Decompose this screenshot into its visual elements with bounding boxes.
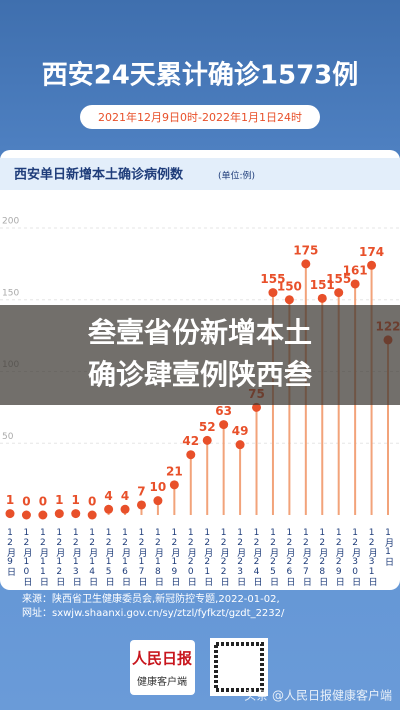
x-tick-label: 12月13日 xyxy=(71,528,82,586)
x-tick-label: 12月11日 xyxy=(38,528,49,586)
dot xyxy=(120,504,130,514)
x-tick-label: 12月28日 xyxy=(317,528,328,586)
y-tick-label: 50 xyxy=(2,432,14,442)
dot xyxy=(367,260,377,270)
dot xyxy=(169,480,179,490)
dot xyxy=(268,288,278,298)
logo-name: 人民日报 xyxy=(132,650,192,667)
dot xyxy=(284,295,294,305)
x-tick-label: 12月27日 xyxy=(301,528,312,586)
x-tick-label: 12月9日 xyxy=(5,528,16,576)
chart-unit: (单位:例) xyxy=(218,170,255,182)
value-label: 0 xyxy=(39,495,47,509)
value-label: 10 xyxy=(150,480,167,494)
value-label: 175 xyxy=(293,243,318,257)
x-tick-label: 12月15日 xyxy=(104,528,115,586)
dot xyxy=(252,402,262,412)
y-tick-label: 150 xyxy=(2,288,19,298)
x-tick-label: 12月16日 xyxy=(120,528,131,586)
value-label: 4 xyxy=(104,489,112,503)
value-label: 151 xyxy=(310,278,335,292)
x-tick-label: 12月23日 xyxy=(235,528,246,586)
logo-sub: 健康客户端 xyxy=(137,675,187,688)
value-label: 42 xyxy=(182,434,199,448)
value-label: 1 xyxy=(55,493,63,507)
dot xyxy=(235,440,245,450)
logo-box xyxy=(130,640,195,695)
overlay-text: 叁壹省份新增本土 xyxy=(87,316,312,349)
value-label: 52 xyxy=(199,420,216,434)
dot xyxy=(317,293,327,303)
x-tick-label: 12月18日 xyxy=(153,528,164,586)
x-tick-label: 12月22日 xyxy=(219,528,230,586)
dot xyxy=(219,420,229,430)
period-pill xyxy=(80,105,320,129)
source: 来源：陕西省卫生健康委员会,新冠防控专题,2022-01-02, xyxy=(22,592,280,605)
y-tick-label: 200 xyxy=(2,217,19,227)
value-label: 0 xyxy=(88,495,96,509)
x-tick-label: 12月31日 xyxy=(367,528,378,586)
value-label: 1 xyxy=(6,493,14,507)
overlay-text: 确诊肆壹例陕西叁 xyxy=(88,358,313,391)
chart-title-band xyxy=(0,158,400,190)
dot xyxy=(38,510,48,520)
value-label: 0 xyxy=(22,495,30,509)
x-tick-label: 12月25日 xyxy=(268,528,279,586)
watermark: 头条 @人民日报健康客户端 xyxy=(244,688,392,703)
value-label: 4 xyxy=(121,489,129,503)
qr-code xyxy=(210,638,268,696)
x-tick-label: 12月26日 xyxy=(284,528,295,586)
x-tick-label: 1月1日 xyxy=(383,528,394,566)
dot xyxy=(186,450,196,460)
chart-title: 西安单日新增本土确诊病例数 xyxy=(14,167,184,183)
dot xyxy=(202,435,212,445)
overlay-band xyxy=(0,305,400,405)
value-label: 63 xyxy=(215,404,232,418)
x-tick-label: 12月20日 xyxy=(186,528,197,586)
value-label: 21 xyxy=(166,464,183,478)
x-tick-label: 12月21日 xyxy=(202,528,213,586)
x-tick-label: 12月10日 xyxy=(21,528,32,586)
value-label: 1 xyxy=(72,493,80,507)
dot xyxy=(301,259,311,269)
value-label: 7 xyxy=(137,484,145,498)
x-tick-label: 12月19日 xyxy=(169,528,180,586)
value-label: 150 xyxy=(277,279,302,293)
x-tick-label: 12月24日 xyxy=(252,528,263,586)
x-tick-label: 12月30日 xyxy=(350,528,361,586)
dot xyxy=(71,509,81,519)
x-tick-label: 12月29日 xyxy=(334,528,345,586)
x-tick-label: 12月17日 xyxy=(136,528,147,586)
value-label: 49 xyxy=(232,424,249,438)
dot xyxy=(136,500,146,510)
dot xyxy=(54,509,64,519)
value-label: 155 xyxy=(260,272,285,286)
dot xyxy=(334,288,344,298)
dot xyxy=(87,510,97,520)
value-label: 155 xyxy=(326,272,351,286)
dot xyxy=(104,504,114,514)
x-tick-label: 12月14日 xyxy=(87,528,98,586)
dot xyxy=(5,509,15,519)
dot xyxy=(153,496,163,506)
source: 网址：sxwjw.shaanxi.gov.cn/sy/ztzl/fyfkzt/g… xyxy=(22,606,285,619)
qr-pattern xyxy=(214,642,264,692)
dot xyxy=(350,279,360,289)
value-label: 161 xyxy=(343,263,368,277)
page-title: 西安24天累计确诊1573例 xyxy=(42,60,359,91)
x-tick-label: 12月12日 xyxy=(54,528,65,586)
period: 2021年12月9日0时-2022年1月1日24时 xyxy=(98,110,302,124)
value-label: 174 xyxy=(359,245,384,259)
dot xyxy=(21,510,31,520)
